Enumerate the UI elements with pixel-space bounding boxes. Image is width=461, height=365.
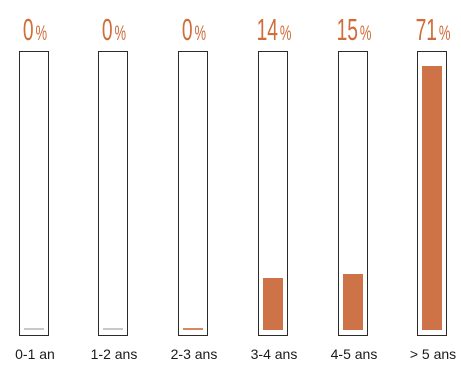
category-label: 1-2 ans <box>90 346 138 362</box>
value-number: 0 <box>22 12 34 47</box>
value-label: 15% <box>332 14 375 45</box>
bar-frame <box>258 51 288 336</box>
value-number: 0 <box>101 12 113 47</box>
value-label: 71% <box>411 14 454 45</box>
value-number: 71 <box>415 12 437 47</box>
value-label: 0% <box>172 14 215 45</box>
value-unit: % <box>279 22 292 45</box>
bar-frame <box>98 51 128 336</box>
value-unit: % <box>359 22 372 45</box>
category-label: 0-1 an <box>15 346 55 362</box>
bar-frame <box>178 51 208 336</box>
category-label: 2-3 ans <box>170 346 218 362</box>
value-number: 14 <box>256 12 278 47</box>
value-unit: % <box>438 22 451 45</box>
bar <box>183 328 203 330</box>
value-unit: % <box>114 22 127 45</box>
bar <box>103 328 123 330</box>
bar <box>422 66 442 330</box>
bar-column: 0% 1-2 ans <box>79 0 149 365</box>
bar <box>343 274 363 330</box>
bar-frame <box>338 51 368 336</box>
value-unit: % <box>194 22 207 45</box>
value-label: 0% <box>13 14 56 45</box>
bar-column: 0% 2-3 ans <box>159 0 229 365</box>
value-unit: % <box>35 22 48 45</box>
category-label: 3-4 ans <box>250 346 298 362</box>
category-label: 4-5 ans <box>330 346 378 362</box>
category-label: > 5 ans <box>409 346 457 362</box>
bar-column: 71% > 5 ans <box>398 0 461 365</box>
bar-column: 0% 0-1 an <box>0 0 70 365</box>
value-label: 0% <box>92 14 135 45</box>
value-label: 14% <box>252 14 295 45</box>
bar-column: 15% 4-5 ans <box>319 0 389 365</box>
value-number: 0 <box>181 12 193 47</box>
bar-column: 14% 3-4 ans <box>239 0 309 365</box>
bar <box>263 278 283 330</box>
value-number: 15 <box>336 12 358 47</box>
bar <box>24 328 44 330</box>
bar-frame <box>417 51 447 336</box>
bar-frame <box>19 51 49 336</box>
